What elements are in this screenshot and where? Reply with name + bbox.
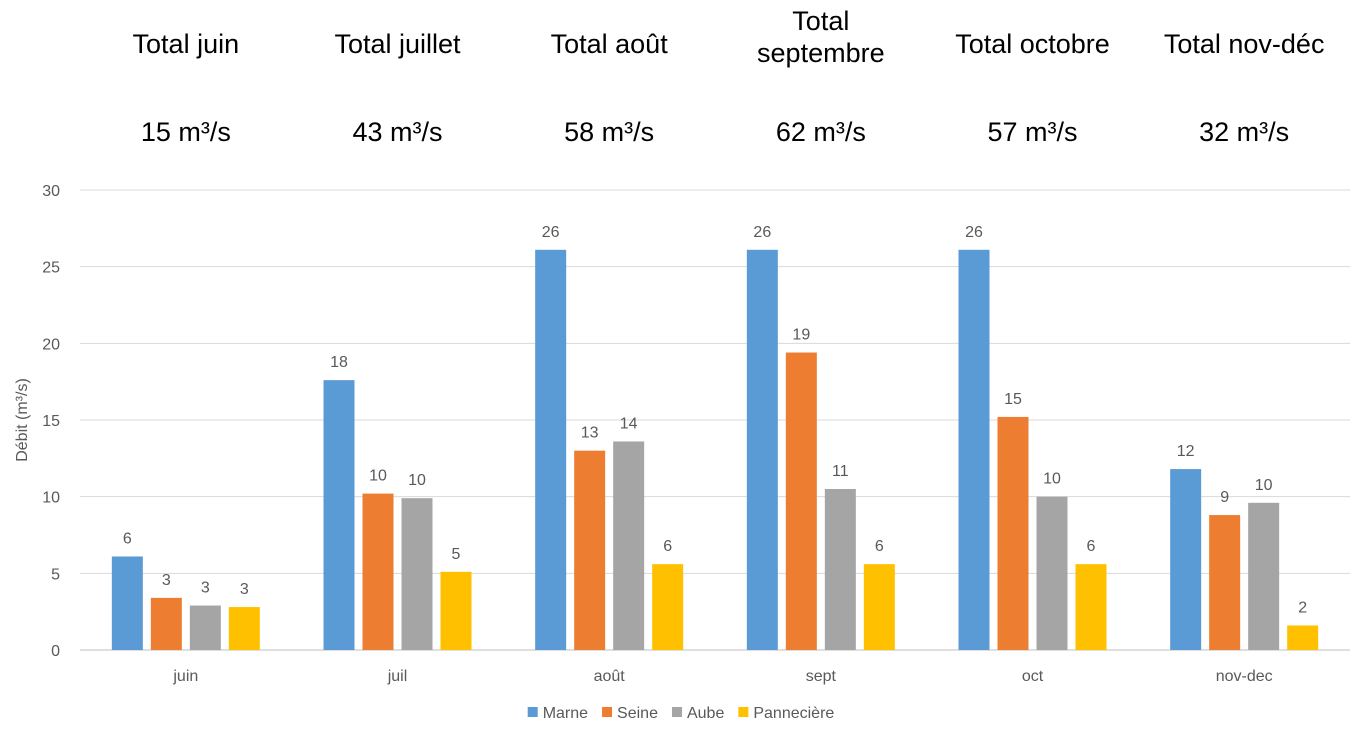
data-label: 10 bbox=[1255, 477, 1273, 494]
y-tick-label: 5 bbox=[51, 566, 60, 583]
legend-item-marne: Marne bbox=[527, 705, 588, 722]
data-label: 10 bbox=[408, 472, 426, 489]
legend-swatch bbox=[602, 707, 613, 717]
y-tick-label: 30 bbox=[42, 183, 60, 200]
x-tick-label: août bbox=[594, 668, 626, 685]
data-label: 3 bbox=[201, 580, 210, 597]
bar-seine-sept bbox=[785, 352, 817, 650]
data-label: 18 bbox=[330, 354, 348, 371]
bar-seine-juin bbox=[150, 597, 182, 650]
data-label: 11 bbox=[832, 463, 849, 480]
bar-marne-juil bbox=[323, 380, 355, 650]
total-value: 57 m³/s bbox=[987, 117, 1077, 147]
data-label: 10 bbox=[369, 468, 387, 485]
legend: Marne Seine Aube Pannecière bbox=[527, 705, 834, 722]
bar-seine-nov-dec bbox=[1209, 515, 1241, 650]
total-heading: Total nov-déc bbox=[1164, 29, 1325, 59]
bar-pannecière-juil bbox=[440, 571, 472, 650]
bar-marne-juin bbox=[111, 556, 143, 650]
data-label: 6 bbox=[663, 538, 672, 555]
bar-aube-août bbox=[613, 441, 645, 650]
bar-seine-juil bbox=[362, 493, 394, 650]
bar-marne-août bbox=[535, 249, 567, 651]
gridlines bbox=[80, 189, 1350, 651]
y-tick-label: 15 bbox=[42, 413, 60, 430]
bar-seine-août bbox=[574, 450, 606, 650]
data-label: 12 bbox=[1177, 443, 1195, 460]
data-label: 3 bbox=[162, 572, 171, 589]
bar-marne-nov-dec bbox=[1170, 469, 1202, 650]
y-axis-title: Débit (m³/s) bbox=[14, 378, 31, 462]
data-label: 6 bbox=[123, 530, 132, 547]
y-axis: 0 5 10 15 20 25 30 bbox=[42, 183, 60, 660]
x-tick-label: juil bbox=[387, 668, 408, 685]
totals-row: Total juin 15 m³/s Total juillet 43 m³/s Tot… bbox=[133, 6, 1325, 147]
y-tick-label: 20 bbox=[42, 336, 60, 353]
total-heading: Total août bbox=[551, 29, 669, 59]
data-label: 26 bbox=[542, 224, 560, 241]
bar-pannecière-août bbox=[652, 564, 684, 650]
legend-label: Seine bbox=[617, 705, 658, 722]
bar-aube-juil bbox=[401, 498, 433, 650]
y-tick-label: 10 bbox=[42, 490, 60, 507]
legend-swatch bbox=[738, 707, 749, 717]
total-heading: Total juin bbox=[133, 29, 240, 59]
total-value: 15 m³/s bbox=[141, 117, 231, 147]
data-label: 10 bbox=[1043, 471, 1061, 488]
bar-pannecière-nov-dec bbox=[1287, 625, 1319, 650]
legend-item-aube: Aube bbox=[671, 705, 724, 722]
legend-item-pannecière: Pannecière bbox=[738, 705, 834, 722]
data-label: 6 bbox=[1087, 538, 1096, 555]
x-tick-label: juin bbox=[172, 668, 198, 685]
total-value: 58 m³/s bbox=[564, 117, 654, 147]
total-heading: Total octobre bbox=[955, 29, 1110, 59]
x-tick-label: nov-dec bbox=[1216, 668, 1273, 685]
legend-label: Aube bbox=[687, 705, 724, 722]
bars bbox=[111, 249, 1319, 651]
bar-marne-oct bbox=[958, 249, 990, 651]
bar-aube-sept bbox=[824, 489, 856, 650]
bar-marne-sept bbox=[746, 249, 778, 651]
total-value: 62 m³/s bbox=[776, 117, 866, 147]
data-label: 6 bbox=[875, 538, 884, 555]
total-value: 43 m³/s bbox=[352, 117, 442, 147]
data-label: 5 bbox=[452, 546, 461, 563]
total-heading: Total juillet bbox=[334, 29, 461, 59]
data-label: 19 bbox=[792, 327, 810, 344]
total-heading: septembre bbox=[757, 38, 885, 68]
x-tick-label: oct bbox=[1022, 668, 1044, 685]
legend-label: Pannecière bbox=[753, 705, 834, 722]
data-label: 2 bbox=[1298, 599, 1307, 616]
bar-pannecière-oct bbox=[1075, 564, 1107, 650]
data-label: 13 bbox=[581, 425, 599, 442]
legend-swatch bbox=[671, 707, 682, 717]
total-value: 32 m³/s bbox=[1199, 117, 1289, 147]
y-tick-label: 25 bbox=[42, 260, 60, 277]
data-label: 3 bbox=[240, 581, 249, 598]
y-tick-label: 0 bbox=[51, 643, 60, 660]
legend-swatch bbox=[527, 707, 538, 717]
bar-pannecière-juin bbox=[228, 607, 260, 650]
data-label: 26 bbox=[965, 224, 983, 241]
data-label: 26 bbox=[753, 224, 771, 241]
data-label: 14 bbox=[620, 415, 638, 432]
x-axis: juin juil août sept oct nov-dec bbox=[172, 668, 1272, 685]
legend-label: Marne bbox=[543, 705, 588, 722]
data-label: 15 bbox=[1004, 391, 1022, 408]
data-label: 9 bbox=[1220, 489, 1229, 506]
total-heading: Total bbox=[792, 6, 849, 36]
bar-pannecière-sept bbox=[863, 564, 895, 650]
x-tick-label: sept bbox=[806, 668, 837, 685]
bar-aube-oct bbox=[1036, 496, 1068, 650]
bar-seine-oct bbox=[997, 416, 1029, 650]
legend-item-seine: Seine bbox=[602, 705, 658, 722]
bar-aube-nov-dec bbox=[1248, 502, 1280, 650]
bar-aube-juin bbox=[189, 605, 221, 650]
data-labels: 6 3 3 3 18 10 10 5 26 13 14 6 26 19 11 6 26 15 10 6 12 9 10 2 bbox=[123, 224, 1307, 617]
